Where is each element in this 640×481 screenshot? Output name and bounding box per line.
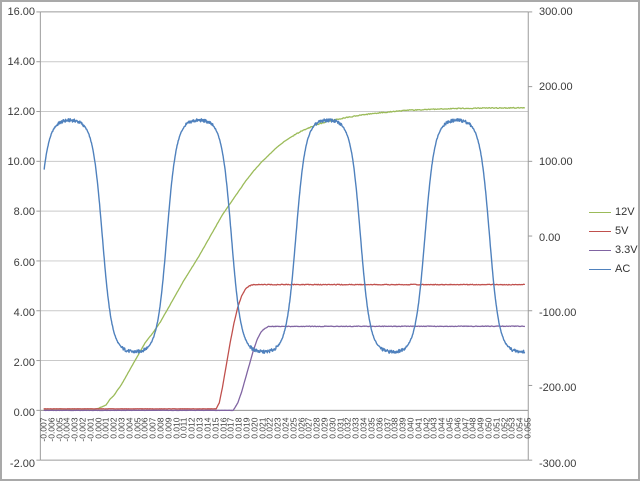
y-axis-left-label: -2.00 xyxy=(9,457,35,470)
legend-line-swatch xyxy=(589,250,611,251)
y-axis-left-label: 0.00 xyxy=(13,407,35,420)
y-axis-left-label: 10.00 xyxy=(7,156,35,169)
legend: 12V 5V 3.3V AC xyxy=(589,203,638,279)
series-line-3_3v xyxy=(43,325,526,412)
legend-label: 5V xyxy=(615,225,629,237)
legend-label: 12V xyxy=(615,206,635,218)
legend-line-swatch xyxy=(589,269,611,270)
y-axis-right-label: 300.00 xyxy=(539,5,573,18)
legend-item-ac: AC xyxy=(589,260,638,279)
y-axis-right-label: 200.00 xyxy=(539,80,573,93)
y-axis-left-label: 4.00 xyxy=(13,306,35,319)
y-axis-right-label: -200.00 xyxy=(539,382,577,395)
legend-label: AC xyxy=(615,263,631,275)
series-line-ac xyxy=(43,118,526,354)
y-axis-left-label: 12.00 xyxy=(7,105,35,118)
series-line-5v xyxy=(43,283,526,410)
y-axis-left-label: 6.00 xyxy=(13,256,35,269)
x-axis-label: 0.055 xyxy=(522,417,533,439)
y-axis-left-label: 14.00 xyxy=(7,55,35,68)
y-axis-left-label: 16.00 xyxy=(7,5,35,18)
legend-line-swatch xyxy=(589,231,611,232)
y-axis-left-label: 8.00 xyxy=(13,206,35,219)
legend-label: 3.3V xyxy=(615,244,638,256)
legend-item-12v: 12V xyxy=(589,203,638,222)
y-axis-right-label: -300.00 xyxy=(539,457,577,470)
y-axis-left-label: 2.00 xyxy=(13,357,35,370)
legend-item-5v: 5V xyxy=(589,222,638,241)
y-axis-right-label: -100.00 xyxy=(539,306,577,319)
y-axis-right-label: 100.00 xyxy=(539,156,573,169)
series-line-12v xyxy=(43,106,526,410)
y-axis-right-label: 0.00 xyxy=(539,231,561,244)
legend-line-swatch xyxy=(589,212,611,213)
legend-item-3_3v: 3.3V xyxy=(589,241,638,260)
